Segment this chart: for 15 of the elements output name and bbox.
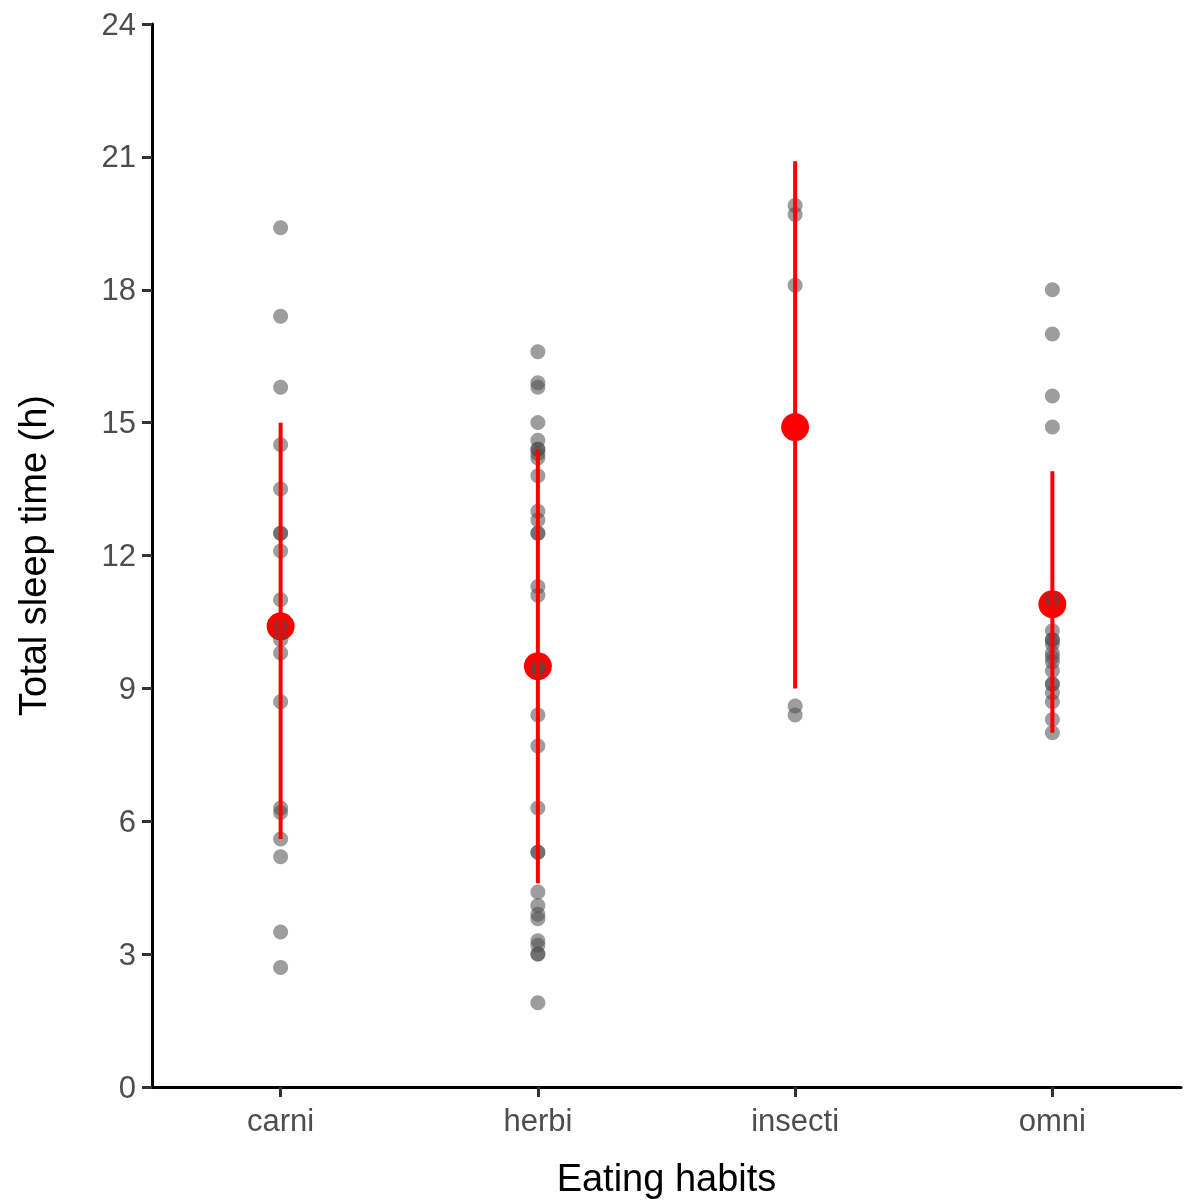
y-tick-label: 9 [118, 670, 136, 706]
y-tick-label: 6 [118, 803, 136, 839]
y-tick-label: 15 [101, 405, 136, 441]
y-tick-label: 0 [118, 1069, 136, 1105]
x-tick-label: carni [247, 1103, 315, 1138]
x-axis-title: Eating habits [556, 1157, 777, 1199]
y-tick-label: 24 [101, 6, 136, 42]
x-tick-label: herbi [503, 1103, 573, 1138]
x-tick-label: omni [1018, 1103, 1086, 1138]
y-tick-label: 12 [101, 538, 136, 573]
y-tick-label: 18 [101, 272, 136, 308]
y-tick-label: 3 [118, 936, 136, 972]
y-tick-label: 21 [101, 139, 136, 175]
y-axis-title: Total sleep time (h) [12, 394, 54, 717]
x-tick-label: insecti [751, 1103, 840, 1138]
